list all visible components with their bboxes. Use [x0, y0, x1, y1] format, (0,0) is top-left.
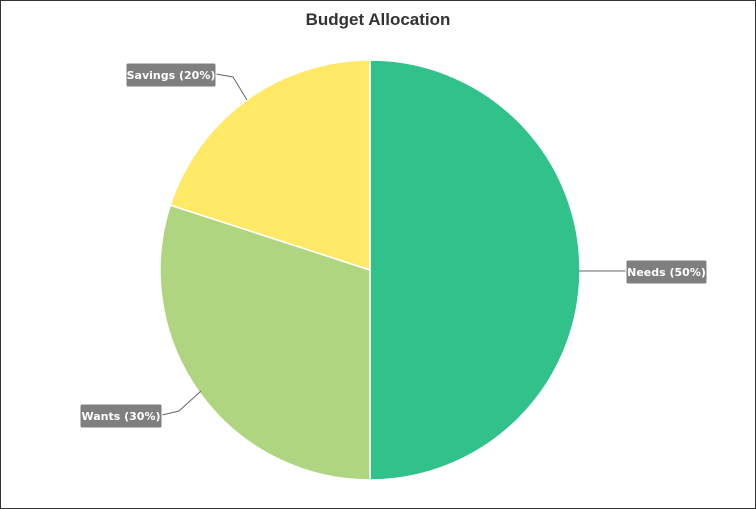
pie-slice-needs[interactable]	[369, 59, 581, 481]
data-label-box	[625, 259, 708, 285]
connector-line-wants	[161, 390, 202, 416]
pie-slice-wants[interactable]	[159, 204, 371, 481]
data-label-wants: Wants (30%)	[79, 403, 163, 429]
data-label-text: Needs (50%)	[627, 266, 706, 279]
chart-title: Budget Allocation	[305, 10, 451, 29]
data-label-text: Savings (20%)	[127, 69, 216, 82]
data-label-text: Wants (30%)	[81, 410, 160, 423]
connector-line-savings	[215, 73, 248, 101]
data-label-savings: Savings (20%)	[125, 62, 217, 88]
data-label-needs: Needs (50%)	[625, 259, 708, 285]
data-label-box	[125, 62, 217, 88]
data-label-box	[79, 403, 163, 429]
